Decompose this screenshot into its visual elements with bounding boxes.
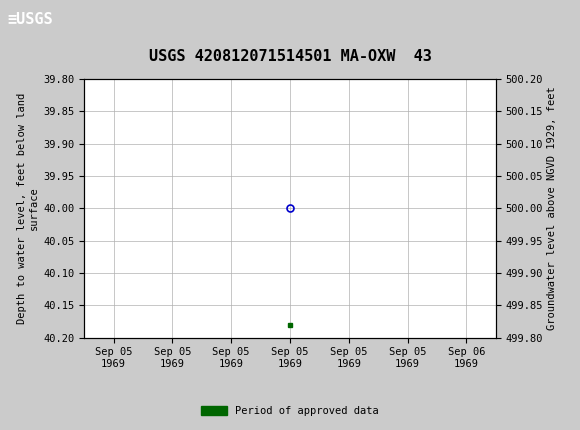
Legend: Period of approved data: Period of approved data <box>197 402 383 421</box>
Text: ≡USGS: ≡USGS <box>7 12 53 27</box>
Y-axis label: Depth to water level, feet below land
surface: Depth to water level, feet below land su… <box>17 92 39 324</box>
Text: USGS 420812071514501 MA-OXW  43: USGS 420812071514501 MA-OXW 43 <box>148 49 432 64</box>
Y-axis label: Groundwater level above NGVD 1929, feet: Groundwater level above NGVD 1929, feet <box>548 86 557 330</box>
